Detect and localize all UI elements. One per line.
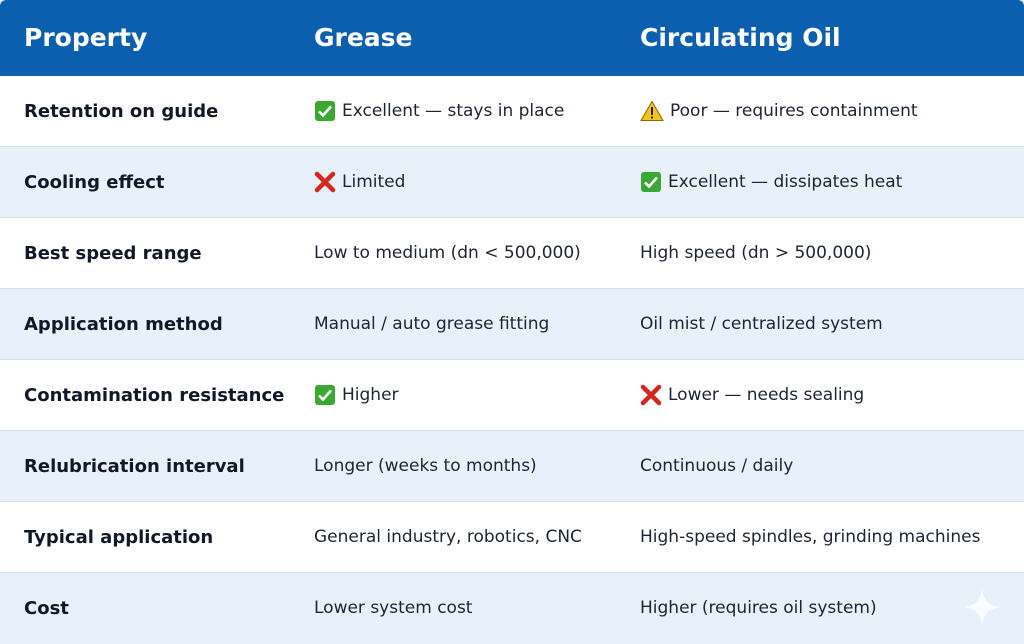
- cell-text: Low to medium (dn < 500,000): [314, 243, 581, 263]
- cell-text: Relubrication interval: [24, 455, 245, 477]
- header-cell: Grease: [314, 23, 413, 52]
- cell-text: Excellent — stays in place: [342, 101, 565, 121]
- table-row: Cost Lower system cost Higher (requires …: [0, 573, 1024, 644]
- table-row: Application method Manual / auto grease …: [0, 289, 1024, 360]
- cell-text: High speed (dn > 500,000): [640, 243, 872, 263]
- oil-cell: Continuous / daily: [640, 431, 793, 501]
- cell-text: Cooling effect: [24, 171, 165, 193]
- cell-text: Longer (weeks to months): [314, 456, 537, 476]
- oil-cell: High-speed spindles, grinding machines: [640, 502, 980, 572]
- oil-cell: Oil mist / centralized system: [640, 289, 883, 359]
- grease-cell: Manual / auto grease fitting: [314, 289, 549, 359]
- cell-text: Higher (requires oil system): [640, 598, 877, 618]
- cell-text: Best speed range: [24, 242, 202, 264]
- cell-text: Lower system cost: [314, 598, 473, 618]
- cell-text: Continuous / daily: [640, 456, 794, 476]
- check-icon: [315, 385, 335, 405]
- table-row: Retention on guide Excellent — stays in …: [0, 76, 1024, 147]
- cell-text: Oil mist / centralized system: [640, 314, 883, 334]
- sparkle-watermark: [964, 589, 1000, 625]
- cell-text: Retention on guide: [24, 100, 219, 122]
- cell-text: Contamination resistance: [24, 384, 285, 406]
- property-cell: Typical application: [24, 502, 213, 572]
- grease-cell: General industry, robotics, CNC: [314, 502, 582, 572]
- grease-cell: Low to medium (dn < 500,000): [314, 218, 581, 288]
- cell-text: Excellent — dissipates heat: [668, 172, 903, 192]
- oil-cell: Higher (requires oil system): [640, 573, 877, 643]
- cell-text: Application method: [24, 313, 223, 335]
- cell-text: Cost: [24, 597, 69, 619]
- warning-icon: [640, 100, 664, 121]
- cell-text: Limited: [342, 172, 406, 192]
- check-icon: [315, 101, 335, 121]
- header-cell: Property: [24, 23, 148, 52]
- property-cell: Cooling effect: [24, 147, 165, 217]
- oil-cell: High speed (dn > 500,000): [640, 218, 871, 288]
- table-row: Relubrication interval Longer (weeks to …: [0, 431, 1024, 502]
- cell-text: Lower — needs sealing: [668, 385, 865, 405]
- property-cell: Application method: [24, 289, 223, 359]
- table-row: Best speed range Low to medium (dn < 500…: [0, 218, 1024, 289]
- property-cell: Relubrication interval: [24, 431, 245, 501]
- table-row: Typical application General industry, ro…: [0, 502, 1024, 573]
- header-cell: Circulating Oil: [640, 23, 841, 52]
- cell-text: Higher: [342, 385, 399, 405]
- property-cell: Contamination resistance: [24, 360, 284, 430]
- oil-cell: Poor — requires containment: [640, 76, 918, 146]
- grease-cell: Longer (weeks to months): [314, 431, 537, 501]
- cell-text: High-speed spindles, grinding machines: [640, 527, 981, 547]
- property-cell: Best speed range: [24, 218, 202, 288]
- cross-icon: [314, 171, 336, 193]
- grease-cell: Lower system cost: [314, 573, 472, 643]
- oil-cell: Excellent — dissipates heat: [640, 147, 902, 217]
- table-row: Cooling effect Limited Excellent — dissi…: [0, 147, 1024, 218]
- oil-cell: Lower — needs sealing: [640, 360, 864, 430]
- cell-text: Poor — requires containment: [670, 101, 918, 121]
- property-cell: Cost: [24, 573, 69, 643]
- cell-text: Typical application: [24, 526, 214, 548]
- grease-cell: Excellent — stays in place: [314, 76, 564, 146]
- grease-cell: Higher: [314, 360, 399, 430]
- cross-icon: [640, 384, 662, 406]
- cell-text: Manual / auto grease fitting: [314, 314, 550, 334]
- table-header: Property Grease Circulating Oil: [0, 0, 1024, 76]
- check-icon: [641, 172, 661, 192]
- grease-cell: Limited: [314, 147, 405, 217]
- property-cell: Retention on guide: [24, 76, 218, 146]
- cell-text: General industry, robotics, CNC: [314, 527, 582, 547]
- table-row: Contamination resistance Higher Lower — …: [0, 360, 1024, 431]
